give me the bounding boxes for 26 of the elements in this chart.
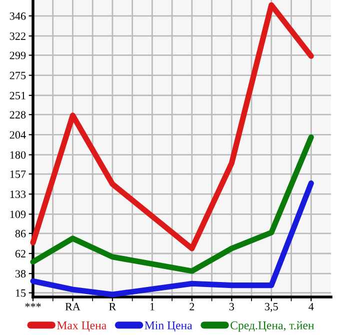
x-tick-label: 4: [308, 302, 314, 310]
x-tick-label: 1: [150, 302, 154, 310]
y-tick-label: 133: [10, 190, 26, 198]
legend-label: Max Цена: [57, 322, 106, 332]
x-tick-label: 3,5: [264, 302, 278, 312]
y-tick-label: 62: [15, 250, 26, 258]
y-tick-label: 38: [15, 270, 26, 278]
x-tick-label: ***: [25, 302, 41, 308]
y-tick-label: 109: [10, 210, 26, 218]
y-tick-label: 157: [10, 170, 26, 178]
y-tick-label: 299: [10, 52, 26, 60]
x-tick-label: 2: [190, 302, 194, 310]
legend-label: Min Цена: [144, 321, 192, 332]
y-tick-label: 275: [10, 72, 26, 80]
y-tick-label: 322: [10, 32, 26, 40]
y-tick-label: 180: [10, 151, 26, 159]
y-tick-label: 15: [16, 289, 26, 297]
y-tick-label: 346: [10, 12, 26, 20]
y-tick-label: 251: [10, 92, 26, 100]
legend-label: Сред.Цена, т.йен: [230, 321, 314, 332]
y-tick-label: 86: [15, 230, 26, 238]
x-tick-label: RA: [65, 302, 80, 310]
y-tick-label: 204: [10, 131, 26, 139]
x-tick-label: R: [109, 302, 116, 310]
y-tick-label: 228: [10, 111, 26, 119]
x-tick-label: 3: [229, 302, 234, 310]
